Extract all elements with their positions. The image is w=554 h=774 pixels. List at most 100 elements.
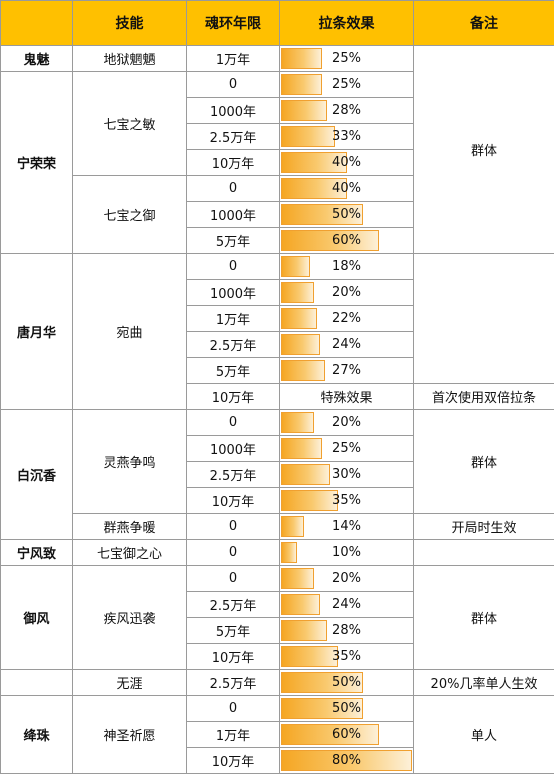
effect-bar <box>281 646 338 667</box>
years-cell: 1万年 <box>186 721 280 748</box>
effect-bar <box>281 256 310 277</box>
skill-name: 地狱魍魉 <box>72 45 187 72</box>
character-name: 鬼魅 <box>0 45 73 72</box>
table-row: 七宝之御 0 40% <box>1 175 554 254</box>
effect-bar <box>281 490 338 511</box>
effect-cell: 50% <box>279 695 414 722</box>
effect-cell: 10% <box>279 539 414 566</box>
table-row: 御风 疾风迅袭 0 20% 群体 <box>0 565 554 670</box>
years-cell: 0 <box>186 695 280 722</box>
years-cell: 2.5万年 <box>186 123 280 150</box>
character-name <box>0 669 73 696</box>
effect-cell: 28% <box>279 97 414 124</box>
remark-cell: 群体 <box>413 565 554 670</box>
effect-cell: 40% <box>279 149 414 176</box>
years-cell: 10万年 <box>186 747 280 774</box>
effect-label: 30% <box>332 467 361 482</box>
effect-label: 33% <box>332 129 361 144</box>
effect-label: 80% <box>332 753 361 768</box>
skill-name: 七宝御之心 <box>72 539 187 566</box>
table-row: 5万年 60% <box>1 227 554 254</box>
table-row: 1000年 50% <box>1 201 554 228</box>
table-row: 5万年 28% <box>1 617 554 644</box>
effect-cell: 特殊效果 <box>279 383 414 410</box>
years-cell: 1000年 <box>186 435 280 462</box>
effect-label: 27% <box>332 363 361 378</box>
years-cell: 1000年 <box>186 97 280 124</box>
skill-name: 七宝之敏 <box>72 71 187 176</box>
effect-bar <box>281 698 363 719</box>
effect-cell: 22% <box>279 305 414 332</box>
effect-label: 50% <box>332 701 361 716</box>
years-cell: 1万年 <box>186 45 280 72</box>
effect-label: 40% <box>332 155 361 170</box>
skill-name: 七宝之御 <box>72 175 187 254</box>
effect-label: 25% <box>332 77 361 92</box>
effect-label: 20% <box>332 415 361 430</box>
effect-label: 50% <box>332 207 361 222</box>
table-row: 无涯 2.5万年 50% 20%几率单人生效 <box>0 669 554 696</box>
effect-cell: 28% <box>279 617 414 644</box>
table-row: 1万年 60% <box>1 721 554 748</box>
skill-name: 灵燕争鸣 <box>72 409 187 514</box>
character-name: 宁风致 <box>0 539 73 566</box>
years-cell: 0 <box>186 71 280 98</box>
years-cell: 5万年 <box>186 357 280 384</box>
effect-bar <box>281 360 325 381</box>
remark-cell <box>413 253 554 384</box>
years-cell: 2.5万年 <box>186 591 280 618</box>
table-row: 白沉香 灵燕争鸣 0 20% 群体 <box>0 409 554 540</box>
effect-label: 20% <box>332 285 361 300</box>
effect-bar <box>281 282 314 303</box>
effect-bar <box>281 412 314 433</box>
table-row: 宁风致 七宝御之心 0 10% <box>0 539 554 566</box>
effect-label: 25% <box>332 51 361 66</box>
character-name: 绛珠 <box>0 695 73 774</box>
effect-bar <box>281 48 322 69</box>
table-row: 10万年 35% <box>1 487 554 514</box>
effect-cell: 20% <box>279 565 414 592</box>
effect-label: 35% <box>332 493 361 508</box>
table-row: 宁荣荣 七宝之敏 0 25% <box>0 71 554 254</box>
years-cell: 2.5万年 <box>186 669 280 696</box>
effect-cell: 25% <box>279 435 414 462</box>
effect-label: 22% <box>332 311 361 326</box>
effect-label: 50% <box>332 675 361 690</box>
years-cell: 10万年 <box>186 383 280 410</box>
effect-label: 25% <box>332 441 361 456</box>
years-cell: 10万年 <box>186 149 280 176</box>
table-row: 唐月华 宛曲 0 18% <box>0 253 554 410</box>
table-row: 5万年 27% <box>1 357 554 384</box>
effect-bar <box>281 438 322 459</box>
table-row: 10万年 特殊效果 首次使用双倍拉条 <box>1 383 554 410</box>
character-name: 白沉香 <box>0 409 73 540</box>
table-row: 10万年 35% <box>1 643 554 670</box>
header-remark: 备注 <box>413 0 554 46</box>
effect-bar <box>281 620 327 641</box>
effect-label: 35% <box>332 649 361 664</box>
header-skill: 技能 <box>72 0 187 46</box>
years-cell: 5万年 <box>186 617 280 644</box>
effect-cell: 18% <box>279 253 414 280</box>
years-cell: 10万年 <box>186 643 280 670</box>
years-cell: 2.5万年 <box>186 461 280 488</box>
effect-label: 14% <box>332 519 361 534</box>
remark-cell <box>413 539 554 566</box>
effect-label: 24% <box>332 337 361 352</box>
effect-bar <box>281 568 314 589</box>
table-row: 鬼魅 地狱魍魉 1万年 25% 群体 <box>0 45 554 254</box>
effect-bar <box>281 100 327 121</box>
effect-bar <box>281 334 320 355</box>
years-cell: 0 <box>186 175 280 202</box>
header-years: 魂环年限 <box>186 0 280 46</box>
skill-name: 神圣祈愿 <box>72 695 187 774</box>
years-cell: 1000年 <box>186 279 280 306</box>
effect-bar <box>281 464 330 485</box>
skill-name: 疾风迅袭 <box>72 565 187 670</box>
effect-cell: 33% <box>279 123 414 150</box>
effect-label: 60% <box>332 727 361 742</box>
effect-cell: 30% <box>279 461 414 488</box>
effect-cell: 14% <box>279 513 414 540</box>
character-name: 御风 <box>0 565 73 670</box>
